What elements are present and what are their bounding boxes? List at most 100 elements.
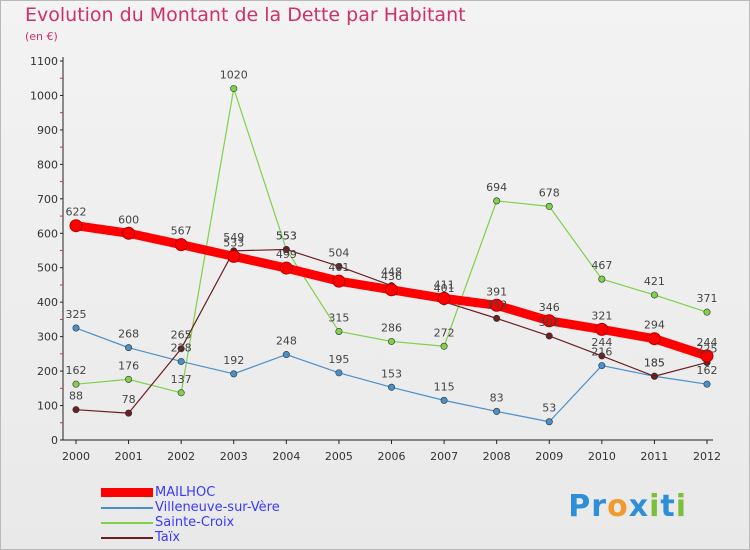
- data-label: 1020: [220, 69, 248, 82]
- data-point: [598, 352, 606, 360]
- data-point: [125, 344, 133, 352]
- x-tick-label: 2011: [640, 450, 668, 463]
- x-tick-label: 2002: [167, 450, 195, 463]
- legend-swatch-mailhoc: [101, 488, 153, 497]
- y-tick-label: 0: [51, 434, 58, 447]
- data-point: [282, 351, 290, 359]
- data-label: 499: [276, 248, 297, 261]
- x-tick-label: 2007: [430, 450, 458, 463]
- legend-item-mailhoc: MAILHOC: [101, 485, 361, 500]
- legend: MAILHOC Villeneuve-sur-Vère Sainte-Croix…: [101, 485, 361, 545]
- data-point: [703, 308, 711, 316]
- data-label: 371: [697, 292, 718, 305]
- data-point: [174, 238, 188, 252]
- legend-item-villeneuve: Villeneuve-sur-Vère: [101, 500, 361, 515]
- x-tick-label: 2010: [588, 450, 616, 463]
- legend-swatch-taix: [101, 537, 153, 539]
- data-label: 115: [434, 380, 455, 393]
- data-point: [69, 219, 83, 233]
- data-label: 622: [66, 206, 87, 219]
- data-point: [230, 370, 238, 378]
- legend-swatch-sainte-croix: [101, 522, 153, 524]
- data-label: 162: [66, 364, 87, 377]
- x-tick-label: 2004: [272, 450, 300, 463]
- x-tick-label: 2003: [220, 450, 248, 463]
- data-label: 346: [539, 301, 560, 314]
- y-tick-label: 200: [37, 365, 58, 378]
- data-point: [598, 362, 606, 370]
- data-point: [177, 357, 185, 365]
- data-label: 294: [644, 319, 665, 332]
- data-point: [282, 245, 290, 253]
- legend-label-villeneuve: Villeneuve-sur-Vère: [155, 500, 280, 515]
- data-label: 533: [223, 236, 244, 249]
- legend-item-sainte-croix: Sainte-Croix: [101, 515, 361, 530]
- data-label: 216: [591, 346, 612, 359]
- data-labels: 622 600 567 533 499 461 436 411 391 346 321 294 244 3…: [66, 69, 718, 415]
- data-label: 244: [697, 336, 718, 349]
- y-tick-label: 1000: [30, 89, 58, 102]
- data-point: [335, 327, 343, 335]
- data-label: 391: [486, 285, 507, 298]
- data-point: [387, 337, 395, 345]
- x-tick-label: 2001: [115, 450, 143, 463]
- data-label: 401: [434, 282, 455, 295]
- data-label: 553: [276, 229, 297, 242]
- data-point: [177, 389, 185, 397]
- data-point: [72, 324, 80, 332]
- data-point: [125, 409, 133, 417]
- chart-title: Evolution du Montant de la Dette par Hab…: [25, 4, 466, 26]
- data-point: [125, 375, 133, 383]
- data-point: [177, 345, 185, 353]
- data-point: [647, 332, 661, 346]
- data-point: [72, 380, 80, 388]
- data-label: 83: [490, 391, 504, 404]
- data-label: 461: [328, 261, 349, 274]
- data-label: 78: [122, 393, 136, 406]
- data-point: [700, 349, 714, 363]
- data-point: [490, 298, 504, 312]
- x-tick-label: 2000: [62, 450, 90, 463]
- data-point: [703, 380, 711, 388]
- data-label: 436: [381, 270, 402, 283]
- brand-logo: Proxiti: [568, 489, 687, 524]
- data-label: 185: [644, 356, 665, 369]
- x-tick-label: 2008: [483, 450, 511, 463]
- data-point: [493, 197, 501, 205]
- data-label: 321: [591, 309, 612, 322]
- data-label: 302: [539, 316, 560, 329]
- y-tick-label: 100: [37, 400, 58, 413]
- data-label: 567: [171, 225, 192, 238]
- data-label: 192: [223, 354, 244, 367]
- data-point: [437, 291, 451, 305]
- data-point: [545, 332, 553, 340]
- data-label: 549: [223, 231, 244, 244]
- y-tick-label: 400: [37, 296, 58, 309]
- data-label: 325: [66, 308, 87, 321]
- data-point: [72, 406, 80, 414]
- y-tick-label: 600: [37, 227, 58, 240]
- legend-label-taix: Taïx: [155, 530, 181, 545]
- axes: 0 100 200 300 400 500 600 700 800 900 1000 1100 2000…: [30, 55, 721, 463]
- data-point: [650, 372, 658, 380]
- legend-label-mailhoc: MAILHOC: [155, 485, 216, 500]
- data-point: [335, 369, 343, 377]
- data-label: 694: [486, 181, 507, 194]
- data-label: 248: [276, 335, 297, 348]
- data-label: 504: [328, 246, 349, 259]
- data-label: 411: [434, 278, 455, 291]
- legend-item-taix: Taïx: [101, 530, 361, 545]
- data-label: 448: [381, 266, 402, 279]
- data-point: [598, 275, 606, 283]
- data-point: [230, 85, 238, 93]
- data-label: 153: [381, 367, 402, 380]
- data-label: 162: [697, 364, 718, 377]
- data-label: 600: [118, 213, 139, 226]
- data-label: 228: [171, 341, 192, 354]
- data-point: [650, 291, 658, 299]
- chart-unit-label: (en €): [25, 30, 58, 43]
- legend-label-sainte-croix: Sainte-Croix: [155, 515, 235, 530]
- data-label: 185: [644, 356, 665, 369]
- y-tick-label: 900: [37, 124, 58, 137]
- y-tick-label: 700: [37, 193, 58, 206]
